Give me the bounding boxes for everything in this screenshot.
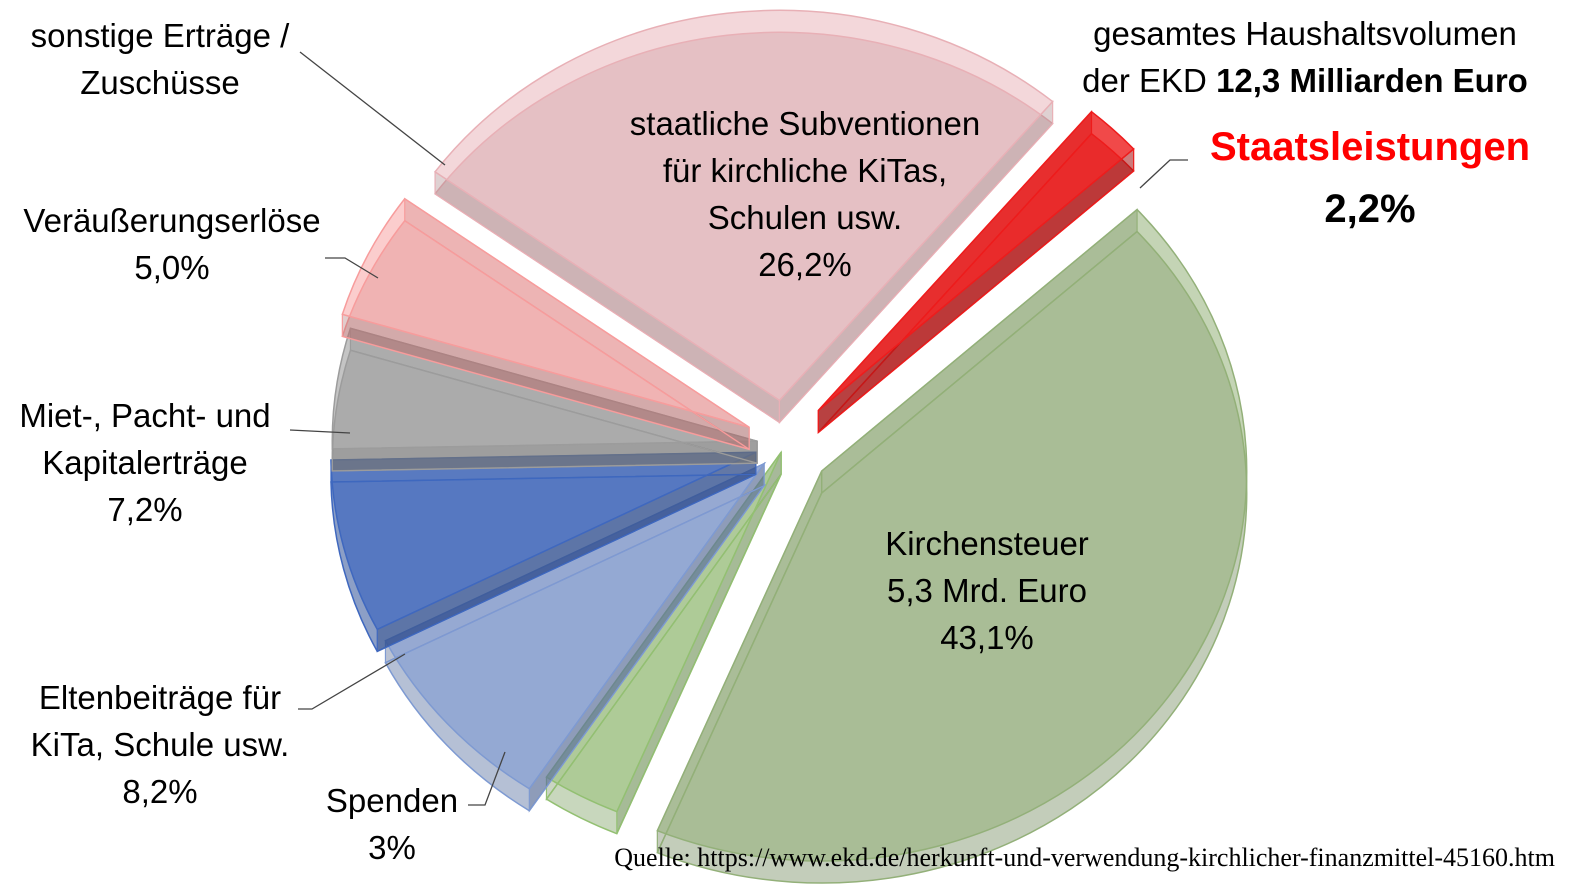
pie-slice-top-subventionen (433, 9, 1054, 402)
slice-label-spenden: Spenden (326, 782, 458, 819)
chart-title-total: 12,3 Milliarden Euro (1216, 62, 1528, 99)
pie-slice-top-veraeusserung (331, 327, 758, 450)
chart-title-line1: gesamtes Haushaltsvolumen (1093, 15, 1517, 52)
pie-slice-top-staat (817, 110, 1135, 412)
leader-line-miete (289, 429, 351, 434)
slice-label-veraeusserung: Veräußerungserlöse (23, 202, 320, 239)
leader-line-staat (1139, 159, 1188, 189)
pie-slice-elternbeitraege (384, 461, 767, 813)
slice-value-miete: 7,2% (107, 491, 182, 528)
leader-line-veraeusserung (325, 257, 379, 279)
slice-label-subventionen: staatliche Subventionen (630, 105, 980, 142)
pie-slice-sonstige (341, 197, 750, 451)
pie-slice-top-elternbeitraege (384, 461, 767, 790)
chart-title-prefix: der EKD (1082, 62, 1216, 99)
source-note: Quelle: https://www.ekd.de/herkunft-und-… (614, 843, 1555, 872)
slice-label-miete: Kapitalerträge (42, 444, 247, 481)
slice-label-kirchensteuer: 5,3 Mrd. Euro (887, 572, 1087, 609)
slice-label-sonstige: Zuschüsse (80, 64, 240, 101)
slice-label-kirchensteuer: Kirchensteuer (885, 525, 1089, 562)
pie-slice-staat (817, 110, 1135, 434)
leader-line-sonstige (299, 51, 446, 166)
pie-slice-subventionen (433, 9, 1054, 424)
slice-label-staat: Staatsleistungen (1210, 125, 1530, 169)
chart-title-line2: der EKD 12,3 Milliarden Euro (1082, 62, 1528, 99)
slice-value-spenden: 3% (368, 829, 416, 866)
slice-label-sonstige: sonstige Erträge / (31, 17, 290, 54)
slice-value-veraeusserung: 5,0% (134, 249, 209, 286)
slice-value-kirchensteuer: 43,1% (940, 619, 1034, 656)
pie-slice-kirchensteuer (656, 208, 1248, 884)
pie-slice-veraeusserung (331, 327, 758, 472)
leader-line-elternbeitraege (298, 653, 406, 710)
pie-slice-top-sonstige (341, 197, 750, 428)
slice-value-staat: 2,2% (1324, 187, 1415, 231)
slice-label-miete: Miet-, Pacht- und (19, 397, 270, 434)
pie-slice-top-kirchensteuer (656, 208, 1248, 862)
pie-slice-miete (330, 451, 757, 653)
slice-value-elternbeitraege: 8,2% (122, 773, 197, 810)
pie-slice-top-miete (330, 451, 757, 631)
slice-label-subventionen: Schulen usw. (708, 199, 902, 236)
slice-value-subventionen: 26,2% (758, 246, 852, 283)
slice-label-subventionen: für kirchliche KiTas, (663, 152, 947, 189)
leader-line-spenden (468, 751, 506, 806)
slice-label-elternbeitraege: KiTa, Schule usw. (31, 726, 290, 763)
slice-label-elternbeitraege: Eltenbeiträge für (39, 679, 281, 716)
